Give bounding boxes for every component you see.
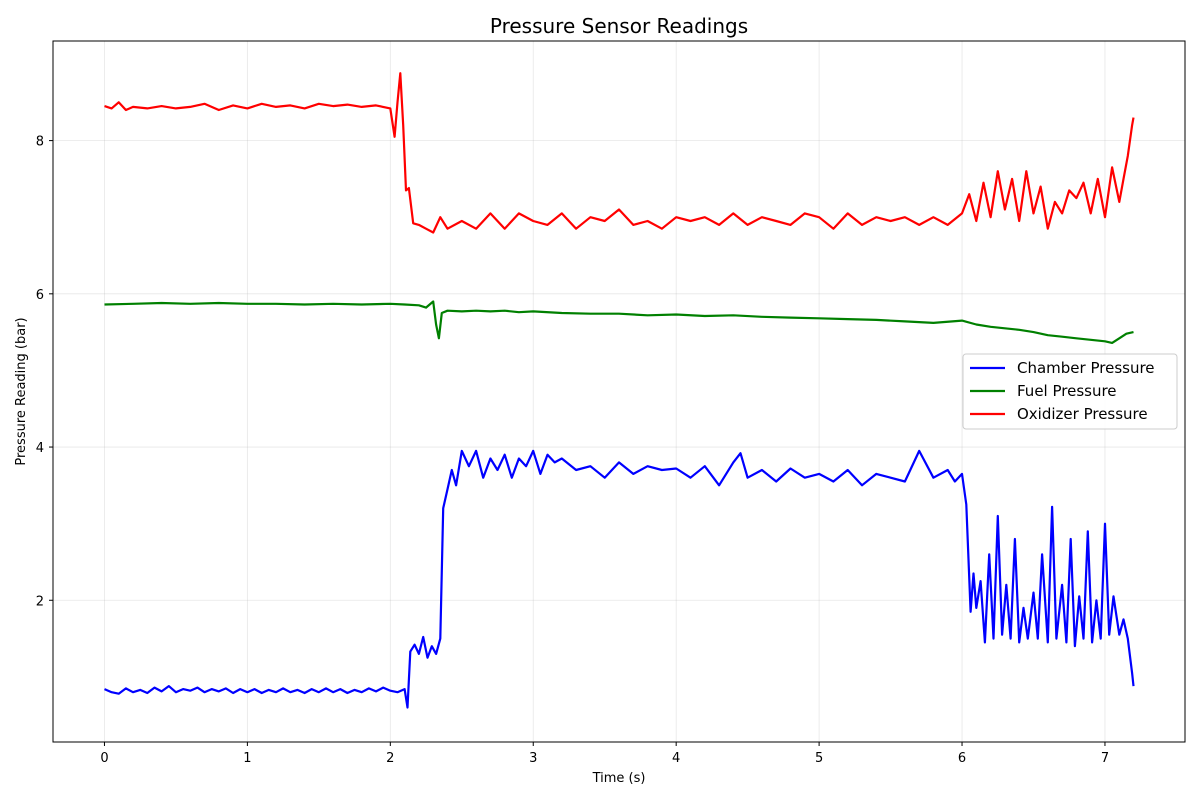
fuel-pressure-line <box>104 300 1134 344</box>
x-tick-label: 7 <box>1101 751 1109 766</box>
series-lines <box>104 72 1135 709</box>
legend-label-oxidizer-pressure: Oxidizer Pressure <box>1017 405 1148 423</box>
legend-label-chamber-pressure: Chamber Pressure <box>1017 359 1155 377</box>
x-tick-label: 2 <box>386 751 394 766</box>
y-tick-label: 2 <box>36 594 44 609</box>
x-tick-label: 1 <box>243 751 251 766</box>
y-tick-label: 8 <box>36 135 44 150</box>
plot-area <box>52 40 1186 743</box>
x-tick-label: 5 <box>815 751 823 766</box>
axis-ticks: 0 1 2 3 4 5 6 7 2 4 6 8 <box>36 135 1109 766</box>
x-tick-label: 6 <box>958 751 966 766</box>
x-tick-label: 4 <box>672 751 680 766</box>
y-tick-label: 4 <box>36 441 44 456</box>
x-tick-label: 3 <box>529 751 537 766</box>
y-axis-label: Pressure Reading (bar) <box>14 317 29 465</box>
chamber-pressure-line <box>104 449 1135 709</box>
legend-label-fuel-pressure: Fuel Pressure <box>1017 382 1117 400</box>
chart-title: Pressure Sensor Readings <box>490 14 748 38</box>
oxidizer-pressure-line <box>104 72 1135 234</box>
x-tick-label: 0 <box>100 751 108 766</box>
legend: Chamber Pressure Fuel Pressure Oxidizer Pr… <box>962 353 1178 430</box>
legend-box <box>962 353 1178 430</box>
grid <box>53 41 1185 742</box>
y-tick-label: 6 <box>36 288 44 303</box>
x-axis-label: Time (s) <box>592 771 646 786</box>
